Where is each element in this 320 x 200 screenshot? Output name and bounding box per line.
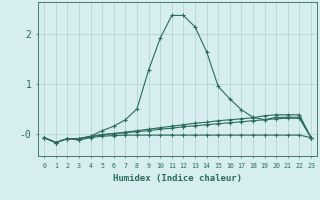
X-axis label: Humidex (Indice chaleur): Humidex (Indice chaleur) bbox=[113, 174, 242, 184]
